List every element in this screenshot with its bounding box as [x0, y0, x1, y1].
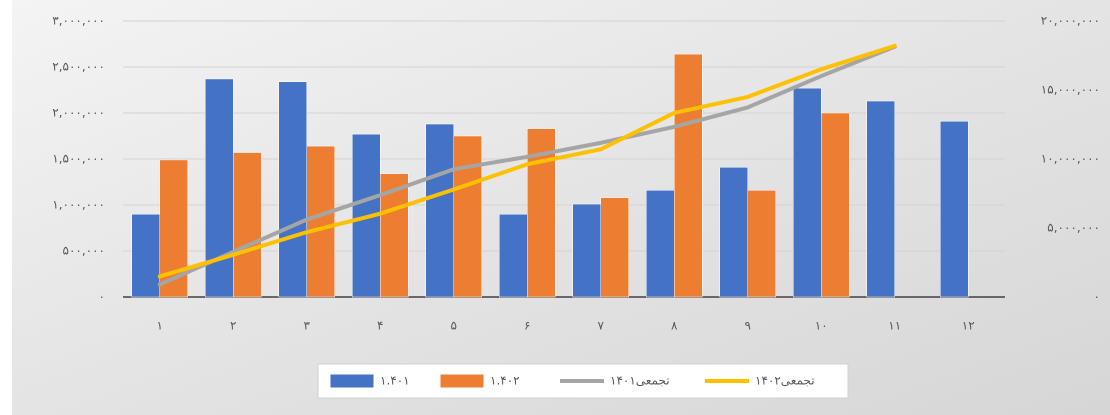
y2-tick-label: ۵,۰۰۰,۰۰۰	[1047, 221, 1100, 235]
bar	[233, 152, 262, 298]
x-tick-label: ۴	[377, 319, 383, 333]
legend-swatch	[439, 373, 485, 389]
bar	[572, 203, 601, 298]
x-tick-label: ۶	[524, 319, 530, 333]
line	[157, 43, 897, 279]
bar	[674, 53, 703, 298]
y2-tick-label: ۱۵,۰۰۰,۰۰۰	[1041, 83, 1100, 97]
x-tick-label: ۹	[745, 319, 751, 333]
legend-label: تجمعی۱۴۰۲	[755, 374, 815, 388]
y-tick-label: ۲,۵۰۰,۰۰۰	[52, 60, 105, 74]
bar	[719, 167, 748, 298]
bar	[425, 123, 454, 298]
y-tick-label: ۲,۰۰۰,۰۰۰	[52, 106, 105, 120]
bar	[278, 81, 307, 298]
x-tick-label: ۷	[598, 319, 605, 333]
x-tick-label: ۳	[304, 319, 311, 333]
bar	[747, 190, 776, 298]
y-tick-label: ۱,۰۰۰,۰۰۰	[52, 198, 105, 212]
y-tick-label: ۱,۵۰۰,۰۰۰	[52, 152, 105, 166]
legend-label: ۱.۴۰۲	[490, 374, 520, 388]
bar	[306, 145, 335, 298]
x-tick-label: ۵	[451, 319, 457, 333]
x-tick-label: ۱	[157, 319, 163, 333]
bar	[821, 112, 850, 298]
bar	[453, 135, 482, 298]
bar	[793, 87, 822, 298]
x-tick-label: ۲	[230, 319, 236, 333]
bar	[131, 213, 160, 298]
legend-label: تجمعی۱۴۰۱	[610, 374, 670, 388]
bar	[646, 190, 675, 298]
bar	[940, 121, 969, 298]
legend-label: ۱.۴۰۱	[380, 374, 410, 388]
y2-tick-label: ۲۰,۰۰۰,۰۰۰	[1041, 14, 1100, 28]
x-tick-label: ۱۲	[962, 319, 975, 333]
y-tick-label: ۰	[99, 290, 105, 304]
bar	[600, 197, 629, 298]
x-tick-label: ۱۱	[888, 319, 901, 333]
x-tick-label: ۸	[671, 319, 678, 333]
line	[157, 44, 897, 287]
left-edge	[0, 0, 12, 415]
bar	[866, 100, 895, 298]
y-tick-label: ۳,۰۰۰,۰۰۰	[52, 14, 105, 28]
y2-tick-label: ۱۰,۰۰۰,۰۰۰	[1041, 152, 1100, 166]
x-tick-label: ۱۰	[815, 319, 828, 333]
bar	[499, 213, 528, 298]
legend-swatch	[329, 373, 375, 389]
y-tick-label: ۵۰۰,۰۰۰	[63, 244, 106, 258]
y2-tick-label: ۰	[1094, 290, 1100, 304]
